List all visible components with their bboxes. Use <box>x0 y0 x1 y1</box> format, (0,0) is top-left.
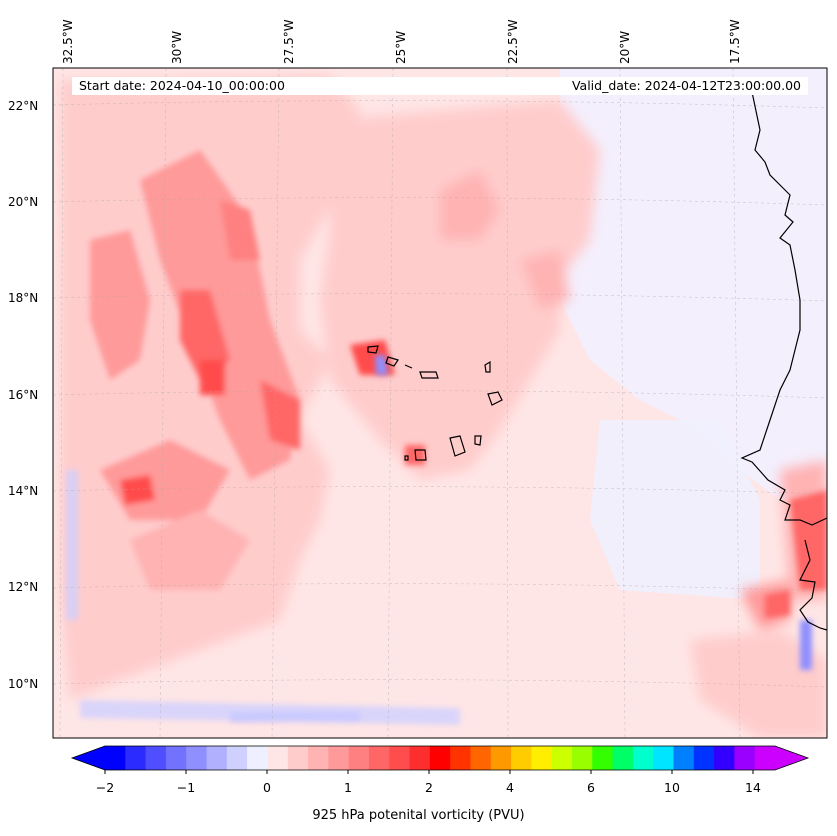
colorbar-segment <box>186 746 208 770</box>
colorbar-segment <box>612 746 634 770</box>
lat-label: 16°N <box>8 388 39 402</box>
colorbar-tick-label: 10 <box>664 780 680 795</box>
lat-label: 22°N <box>8 99 39 113</box>
colorbar-segment <box>165 746 187 770</box>
colorbar-tick-label: 14 <box>745 780 761 795</box>
colorbar-segment <box>571 746 593 770</box>
colorbar-segment <box>470 746 492 770</box>
lat-label: 10°N <box>8 677 39 691</box>
lon-label: 30°W <box>170 30 184 64</box>
pv-field <box>53 68 827 738</box>
colorbar-segment <box>734 746 756 770</box>
colorbar-segment <box>105 746 126 770</box>
colorbar-segment <box>754 746 776 770</box>
colorbar-segment <box>511 746 532 770</box>
colorbar-segment <box>348 746 370 770</box>
lon-label: 17.5°W <box>728 19 742 64</box>
date-annotation-bar: Start date: 2024-04-10_00:00:00 Valid_da… <box>72 77 808 95</box>
lon-label: 27.5°W <box>282 19 296 64</box>
colorbar-tick-label: 1 <box>344 780 352 795</box>
lat-label: 14°N <box>8 484 39 498</box>
colorbar-tick-label: 6 <box>587 780 595 795</box>
colorbar-tick-label: 4 <box>506 780 514 795</box>
colorbar-segment <box>328 746 350 770</box>
colorbar-segment <box>145 746 167 770</box>
colorbar-segment <box>450 746 471 770</box>
colorbar-segment <box>714 746 735 770</box>
lon-label: 32.5°W <box>61 19 75 64</box>
colorbar-segment <box>125 746 147 770</box>
colorbar-segment <box>632 746 654 770</box>
colorbar-segment <box>531 746 553 770</box>
colorbar-segment <box>389 746 411 770</box>
lon-label: 22.5°W <box>506 19 520 64</box>
map-frame <box>52 67 828 739</box>
colorbar-tick-label: −1 <box>176 780 196 795</box>
lat-label: 12°N <box>8 580 39 594</box>
lat-label: 20°N <box>8 195 39 209</box>
colorbar-max-extend <box>775 746 808 770</box>
colorbar-tick-label: −2 <box>95 780 115 795</box>
colorbar-segment <box>693 746 715 770</box>
colorbar-segment <box>490 746 512 770</box>
colorbar-segment <box>592 746 614 770</box>
colorbar-min-extend <box>72 746 105 770</box>
colorbar <box>70 745 810 774</box>
colorbar-segment <box>267 746 289 770</box>
colorbar-tick-label: 0 <box>263 780 271 795</box>
colorbar-segment <box>429 746 451 770</box>
colorbar-segment <box>308 746 329 770</box>
lon-label: 20°W <box>618 30 632 64</box>
colorbar-tick-label: 2 <box>425 780 433 795</box>
colorbar-segment <box>653 746 674 770</box>
colorbar-segment <box>368 746 390 770</box>
lon-label: 25°W <box>394 30 408 64</box>
colorbar-segment <box>247 746 268 770</box>
colorbar-segment <box>551 746 573 770</box>
start-date-label: Start date: 2024-04-10_00:00:00 <box>79 78 285 93</box>
colorbar-segment <box>226 746 248 770</box>
colorbar-segment <box>673 746 695 770</box>
colorbar-label: 925 hPa potenital vorticity (PVU) <box>312 808 525 823</box>
valid-date-label: Valid_date: 2024-04-12T23:00:00.00 <box>571 78 801 93</box>
lat-label: 18°N <box>8 291 39 305</box>
colorbar-segment <box>206 746 228 770</box>
colorbar-segment <box>409 746 431 770</box>
colorbar-segment <box>287 746 309 770</box>
